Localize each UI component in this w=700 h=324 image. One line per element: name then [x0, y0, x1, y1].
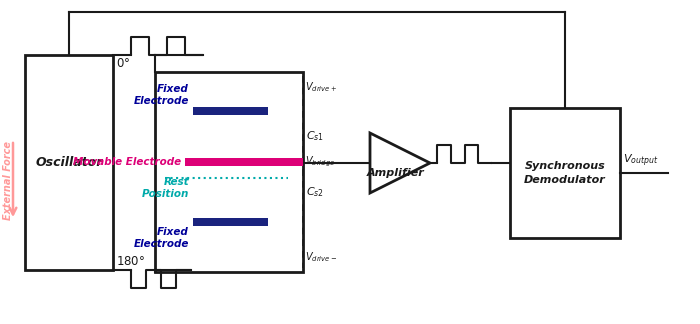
- Bar: [193, 218, 268, 226]
- Text: $180°$: $180°$: [116, 255, 145, 268]
- Text: Oscillator: Oscillator: [35, 156, 103, 169]
- Text: $V_{output}$: $V_{output}$: [623, 153, 659, 169]
- Text: $V_{drive+}$: $V_{drive+}$: [305, 80, 337, 94]
- Bar: [510, 108, 620, 238]
- Text: Rest
Position: Rest Position: [141, 177, 189, 199]
- Bar: [25, 55, 113, 270]
- Text: Synchronous
Demodulator: Synchronous Demodulator: [524, 161, 606, 185]
- Bar: [193, 107, 268, 115]
- Polygon shape: [370, 133, 430, 193]
- Text: $0°$: $0°$: [116, 57, 130, 70]
- Text: Movable Electrode: Movable Electrode: [73, 157, 181, 167]
- Text: $V_{drive-}$: $V_{drive-}$: [305, 250, 337, 264]
- Text: Fixed
Electrode: Fixed Electrode: [134, 84, 189, 106]
- Text: $C_{s1}$: $C_{s1}$: [306, 130, 324, 144]
- Text: $C_{s2}$: $C_{s2}$: [306, 185, 324, 199]
- Bar: [185, 158, 303, 166]
- Bar: [155, 72, 303, 272]
- Text: $V_{bridge}$: $V_{bridge}$: [305, 155, 335, 169]
- Text: External Force: External Force: [3, 141, 13, 219]
- Text: Amplifier: Amplifier: [366, 168, 424, 178]
- Text: Fixed
Electrode: Fixed Electrode: [134, 227, 189, 249]
